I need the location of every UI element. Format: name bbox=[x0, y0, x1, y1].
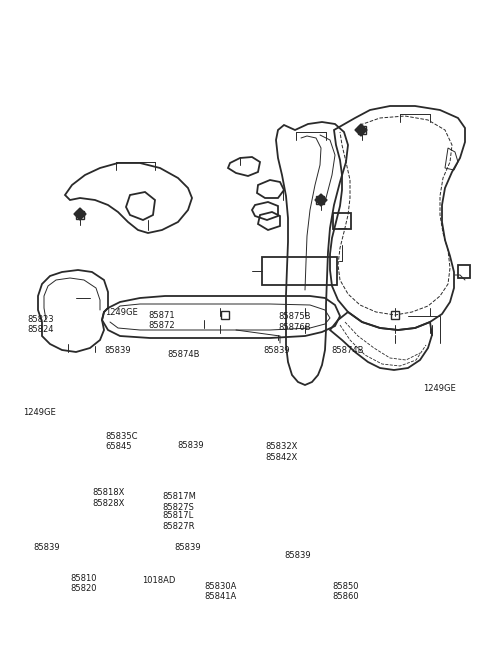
Text: 85871
85872: 85871 85872 bbox=[149, 311, 175, 330]
Text: 85839: 85839 bbox=[174, 543, 201, 552]
Text: 85835C
65845: 85835C 65845 bbox=[106, 432, 138, 451]
Bar bbox=[316, 196, 324, 204]
Text: 85810
85820: 85810 85820 bbox=[71, 574, 97, 593]
Text: 1249GE: 1249GE bbox=[23, 408, 56, 417]
Text: 85875B
85876B: 85875B 85876B bbox=[278, 312, 311, 332]
Text: 85839: 85839 bbox=[105, 346, 131, 355]
Text: 85817M
85827S: 85817M 85827S bbox=[162, 492, 196, 512]
Bar bbox=[262, 257, 337, 285]
Text: 85874B: 85874B bbox=[167, 350, 200, 359]
Bar bbox=[458, 265, 470, 278]
Text: 85839: 85839 bbox=[284, 551, 311, 560]
Text: 1249GE: 1249GE bbox=[423, 384, 456, 394]
Text: 1249GE: 1249GE bbox=[105, 308, 137, 317]
Text: 85839: 85839 bbox=[178, 441, 204, 450]
Bar bbox=[76, 211, 84, 219]
Text: 85850
85860: 85850 85860 bbox=[332, 581, 359, 601]
Polygon shape bbox=[355, 124, 367, 136]
Polygon shape bbox=[74, 208, 86, 220]
Text: 85839: 85839 bbox=[34, 543, 60, 552]
Polygon shape bbox=[315, 194, 327, 206]
Text: 85818X
85828X: 85818X 85828X bbox=[92, 488, 124, 508]
Text: 1018AD: 1018AD bbox=[142, 576, 175, 585]
Bar bbox=[221, 311, 229, 319]
Text: 85823
85824: 85823 85824 bbox=[28, 315, 54, 334]
Bar bbox=[358, 126, 366, 134]
Bar bbox=[333, 213, 351, 229]
Text: 85839: 85839 bbox=[263, 346, 289, 355]
Text: 85874B: 85874B bbox=[331, 346, 364, 355]
Text: 85832X
85842X: 85832X 85842X bbox=[265, 442, 297, 462]
Bar bbox=[391, 311, 399, 319]
Text: 85817L
85827R: 85817L 85827R bbox=[162, 511, 195, 531]
Text: 85830A
85841A: 85830A 85841A bbox=[204, 581, 237, 601]
